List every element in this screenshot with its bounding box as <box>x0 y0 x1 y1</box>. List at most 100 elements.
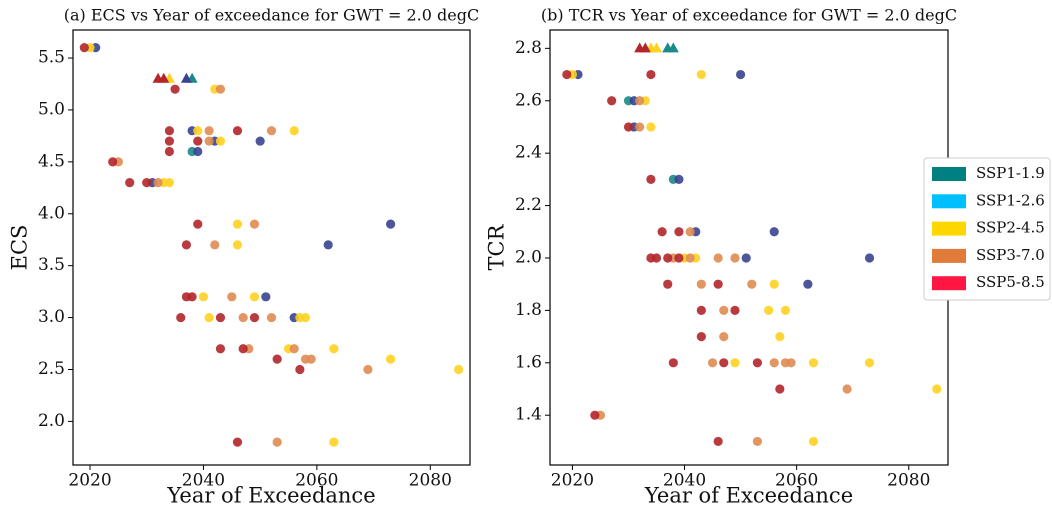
point <box>635 96 645 106</box>
point <box>181 240 192 250</box>
point <box>696 69 706 80</box>
y-tick-label: 1.4 <box>515 405 542 425</box>
point <box>696 331 706 342</box>
point <box>204 312 214 323</box>
point <box>780 305 791 315</box>
point <box>719 358 729 368</box>
point <box>176 312 186 323</box>
point <box>164 136 175 146</box>
legend-swatch <box>932 167 966 181</box>
point <box>249 292 260 302</box>
point <box>668 358 678 368</box>
y-tick-label: 3.5 <box>38 255 65 275</box>
x-axis-label: Year of Exceedance <box>644 484 853 508</box>
point <box>272 354 282 364</box>
legend-box <box>923 157 1051 301</box>
point <box>164 146 175 157</box>
point <box>769 358 779 368</box>
x-tick-label: 2060 <box>775 471 818 491</box>
point <box>674 227 684 237</box>
point <box>215 84 226 94</box>
point <box>193 219 203 229</box>
y-tick-label: 2.4 <box>515 143 542 163</box>
y-axis-label: TCR <box>485 223 509 270</box>
point <box>193 126 203 136</box>
plot-frame <box>72 29 471 466</box>
plot-frame <box>549 29 949 466</box>
triangle-point <box>158 72 170 83</box>
point <box>289 126 299 136</box>
y-tick-label: 2.6 <box>515 90 542 110</box>
y-tick-label: 1.8 <box>515 300 542 320</box>
triangle-point <box>651 42 663 53</box>
point <box>204 136 214 146</box>
y-tick-label: 2.0 <box>515 247 542 267</box>
point <box>249 312 260 323</box>
y-tick-label: 4.0 <box>38 203 65 223</box>
legend-label: SSP1-1.9 <box>976 164 1045 182</box>
point <box>272 437 282 447</box>
y-tick-label: 2.2 <box>515 195 542 215</box>
point <box>646 69 656 80</box>
point <box>741 253 751 263</box>
point <box>204 126 214 136</box>
point <box>607 96 617 106</box>
point <box>786 358 796 368</box>
point <box>696 279 706 289</box>
point <box>232 240 243 250</box>
point <box>719 305 729 315</box>
point <box>685 227 695 237</box>
point <box>764 305 774 315</box>
x-tick-label: 2040 <box>182 471 225 491</box>
y-tick-label: 5.5 <box>38 48 65 68</box>
point <box>300 312 311 323</box>
y-tick-label: 2.0 <box>38 411 65 431</box>
point <box>249 219 260 229</box>
point <box>386 219 396 229</box>
point <box>769 279 779 289</box>
point <box>232 126 243 136</box>
point <box>730 305 740 315</box>
point <box>713 279 723 289</box>
y-tick-label: 2.8 <box>515 38 542 58</box>
point <box>306 354 316 364</box>
x-axis-label: Year of Exceedance <box>166 484 375 508</box>
point <box>775 384 785 394</box>
x-tick-label: 2020 <box>551 471 594 491</box>
point <box>713 436 723 447</box>
point <box>803 279 813 289</box>
legend-swatch <box>932 276 966 291</box>
point <box>238 344 248 354</box>
point <box>646 174 656 184</box>
triangle-point <box>639 42 651 53</box>
point <box>674 174 684 184</box>
legend-swatch <box>932 221 966 236</box>
point <box>125 178 135 188</box>
point <box>864 253 875 263</box>
point <box>295 364 305 375</box>
point <box>215 136 226 146</box>
point <box>215 312 226 323</box>
legend-label: SSP1-2.6 <box>976 191 1045 209</box>
point <box>187 292 197 302</box>
point <box>193 136 203 146</box>
legend-label: SSP2-4.5 <box>976 219 1045 237</box>
point <box>769 227 779 237</box>
point <box>164 178 175 188</box>
point <box>713 253 723 263</box>
point <box>719 331 729 342</box>
point <box>663 253 673 263</box>
point <box>198 292 209 302</box>
point <box>663 279 673 289</box>
point <box>562 69 572 80</box>
point <box>590 410 600 420</box>
point <box>635 122 645 132</box>
point <box>623 122 634 132</box>
point <box>864 358 875 368</box>
legend-swatch <box>932 248 966 263</box>
point <box>735 69 746 80</box>
point <box>730 253 740 263</box>
x-tick-label: 2040 <box>663 471 706 491</box>
point <box>646 122 656 132</box>
x-tick-label: 2060 <box>295 471 338 491</box>
